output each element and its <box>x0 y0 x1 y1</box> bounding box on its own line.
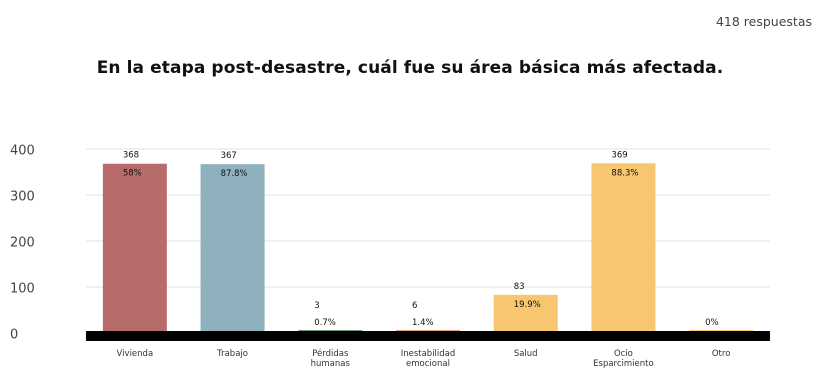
bar <box>493 294 558 337</box>
y-tick-label: 400 <box>10 144 35 159</box>
bar-percent-label: 87.8% <box>221 169 248 179</box>
x-category-label: humanas <box>311 359 351 369</box>
bar <box>591 163 656 337</box>
chart-title: En la etapa post-desastre, cuál fue su á… <box>96 58 724 78</box>
x-category-label: Salud <box>514 349 538 359</box>
y-tick-label: 100 <box>10 282 35 297</box>
bar-percent-label: 19.9% <box>514 300 541 310</box>
x-category-label: Vivienda <box>117 349 154 359</box>
y-tick-label: 200 <box>10 236 35 251</box>
y-tick-label: 300 <box>10 190 35 205</box>
x-category-label: Pérdidas <box>312 348 349 359</box>
bar <box>200 164 265 337</box>
bar-percent-label: 88.3% <box>611 168 638 178</box>
x-category-label: emocional <box>406 359 450 369</box>
x-category-label: Inestabilidad <box>401 349 456 359</box>
x-category-label: Esparcimiento <box>593 359 654 369</box>
bar-value-label: 3 <box>314 301 319 311</box>
x-axis-baseline <box>86 331 770 341</box>
x-category-label: Trabajo <box>216 349 248 359</box>
bar-percent-label: 58% <box>123 169 142 179</box>
bar-value-label: 369 <box>611 150 627 160</box>
bar-percent-label: 0% <box>705 318 719 328</box>
bar-value-label: 367 <box>221 151 237 161</box>
response-count: 418 respuestas <box>715 14 812 29</box>
x-category-label: Otro <box>712 349 731 359</box>
bar-value-label: 6 <box>412 301 417 311</box>
x-category-label: Ocio <box>614 349 633 359</box>
bar-value-label: 83 <box>514 282 525 292</box>
bar-percent-label: 0.7% <box>314 318 336 328</box>
bar <box>102 163 167 337</box>
bar-percent-label: 1.4% <box>412 318 434 328</box>
bar-value-label: 368 <box>123 151 139 161</box>
y-tick-label: 0 <box>10 328 18 343</box>
